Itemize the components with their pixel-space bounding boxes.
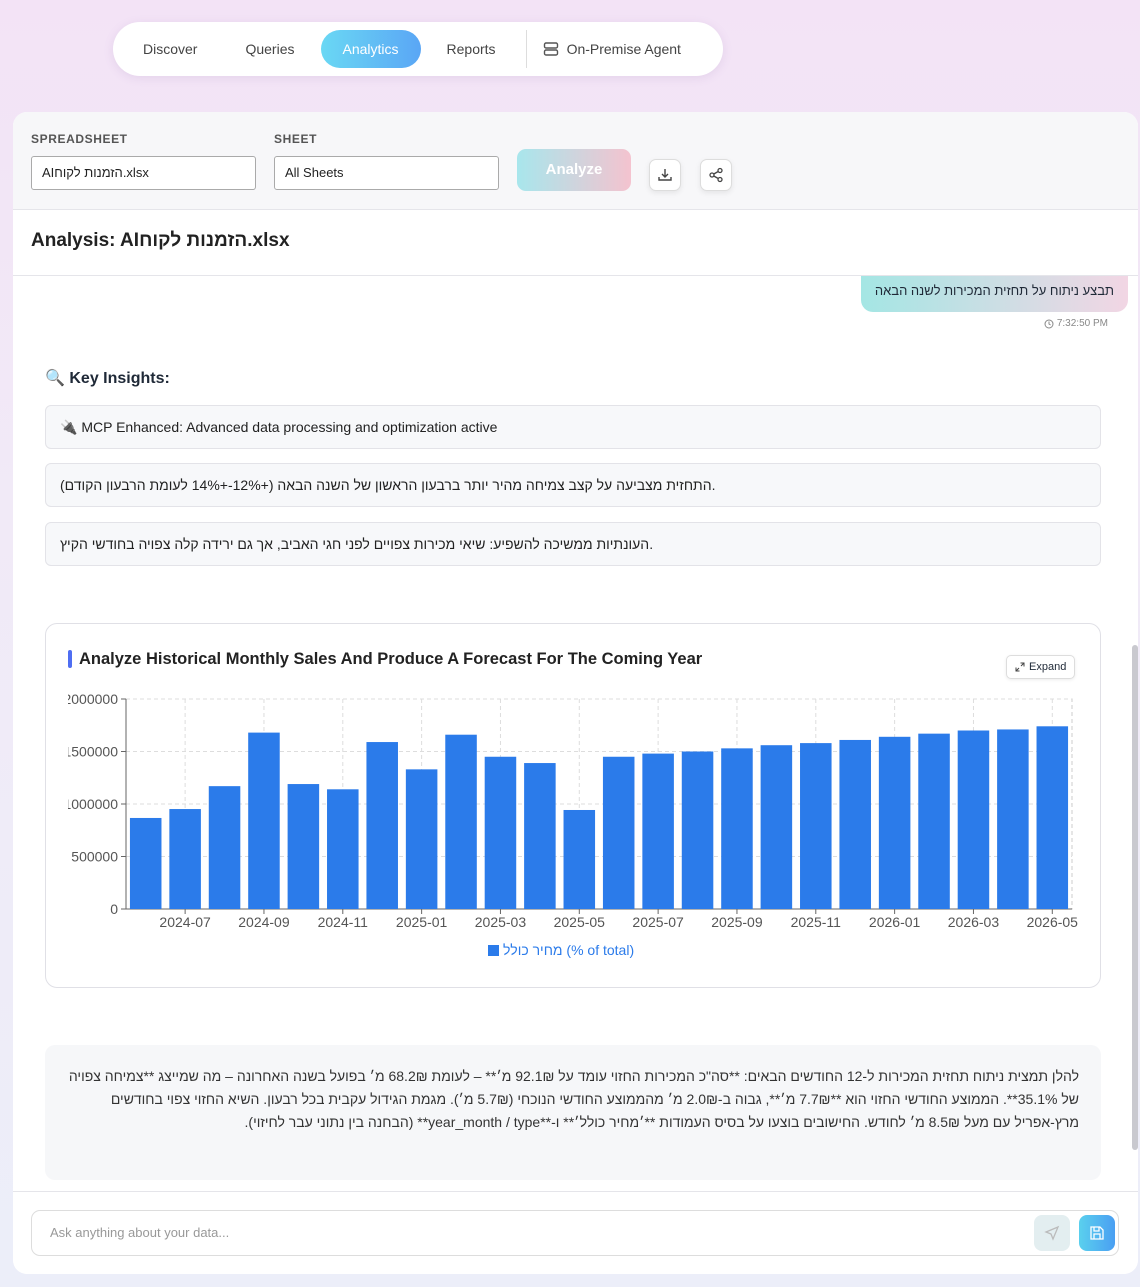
x-tick-label: 2024-11: [318, 914, 369, 930]
chart: 0 500000 1000000 1500000 2000000 2024-07 2024-…: [68, 691, 1079, 958]
bar: [524, 763, 556, 909]
expand-label: Expand: [1029, 661, 1067, 673]
message-time: 7:32:50 PM: [1044, 318, 1108, 329]
bar: [602, 756, 635, 909]
insights-heading: 🔍 Key Insights:: [45, 370, 170, 387]
bar: [445, 734, 477, 909]
nav-agent[interactable]: On-Premise Agent: [535, 41, 689, 57]
nav-item[interactable]: Discover: [143, 41, 198, 57]
y-tick-label: 500000: [71, 849, 118, 865]
nav-agent-label: On-Premise Agent: [566, 41, 681, 57]
bar: [484, 756, 517, 909]
insight: התחזית מצביעה על קצב צמיחה מהיר יותר ברב…: [45, 463, 1101, 507]
x-tick-label: 2026-01: [869, 914, 921, 930]
save-icon: [1090, 1226, 1104, 1240]
bar: [957, 730, 990, 909]
expand-icon: [1015, 662, 1025, 672]
y-tick-label: 1500000: [68, 744, 118, 760]
x-tick-label: 2025-11: [791, 914, 842, 930]
chart-title: Analyze Historical Monthly Sales And Pro…: [79, 650, 703, 668]
y-tick-label: 1000000: [68, 796, 118, 812]
x-tick-label: 2025-05: [554, 914, 606, 930]
x-tick-label: 2025-03: [475, 914, 527, 930]
user-message: תבצע ניתוח על תחזית המכירות לשנה הבאה: [860, 276, 1128, 312]
title-accent: [68, 650, 72, 668]
bar: [405, 769, 438, 909]
summary: להלן תמצית ניתוח תחזית המכירות ל-12 החוד…: [45, 1045, 1101, 1180]
bar: [1036, 726, 1069, 909]
input-bar: Ask anything about your data...: [13, 1191, 1138, 1274]
bar: [839, 739, 871, 909]
download-button[interactable]: [649, 159, 681, 191]
chart-card: Analyze Historical Monthly Sales And Pro…: [45, 623, 1101, 988]
bar: [878, 736, 911, 909]
share-button[interactable]: [700, 159, 732, 191]
bar: [918, 733, 950, 909]
legend-swatch: [488, 945, 499, 956]
bar: [366, 742, 398, 909]
bar: [248, 732, 280, 909]
legend-label: מחיר כולל (% of total): [503, 942, 634, 958]
nav-item[interactable]: Reports: [446, 41, 496, 57]
bar: [800, 743, 832, 909]
insight: העונתיות ממשיכה להשפיע: שיאי מכירות צפוי…: [45, 522, 1101, 566]
bar: [287, 784, 320, 909]
download-icon: [658, 169, 672, 181]
bar: [327, 789, 359, 909]
x-tick-label: 2026-03: [948, 914, 1000, 930]
chat-input[interactable]: Ask anything about your data...: [31, 1210, 1119, 1256]
nav-item[interactable]: Analytics: [320, 30, 421, 68]
bar: [129, 817, 162, 909]
share-icon: [709, 167, 723, 183]
analyze-button[interactable]: Analyze: [517, 149, 631, 191]
nav-item[interactable]: Queries: [245, 41, 295, 57]
bar: [681, 751, 714, 909]
bar: [997, 729, 1029, 909]
x-tick-label: 2024-07: [159, 914, 211, 930]
time-text: 7:32:50 PM: [1056, 318, 1108, 329]
separator: [525, 30, 527, 68]
controls: SPREADSHEET AIהזמנות לקוח.xlsx SHEET All…: [13, 112, 1138, 210]
nav-bar: Discover Queries Analytics Reports On-Pr…: [113, 22, 723, 76]
analysis-title: Analysis: AIהזמנות לקוח.xlsx: [13, 210, 1138, 276]
bar: [563, 809, 596, 909]
send-icon: [1044, 1225, 1060, 1241]
scrollbar: [1132, 645, 1138, 1150]
insight: 🔌 MCP Enhanced: Advanced data processing…: [45, 405, 1101, 449]
save-button[interactable]: [1079, 1215, 1115, 1251]
x-tick-label: 2026-05: [1027, 914, 1079, 930]
bar: [642, 753, 674, 909]
expand-button[interactable]: Expand: [1006, 655, 1076, 679]
bar: [169, 809, 201, 909]
x-tick-label: 2024-09: [238, 914, 290, 930]
sheet-select[interactable]: All Sheets: [274, 156, 499, 190]
spreadsheet-label: SPREADSHEET: [31, 132, 128, 146]
main-panel: SPREADSHEET AIהזמנות לקוח.xlsx SHEET All…: [13, 112, 1138, 1274]
spreadsheet-select[interactable]: AIהזמנות לקוח.xlsx: [31, 156, 256, 190]
bar: [721, 748, 753, 909]
sheet-label: SHEET: [274, 132, 318, 146]
clock-icon: [1044, 319, 1054, 328]
send-button[interactable]: [1034, 1215, 1070, 1251]
x-tick-label: 2025-07: [632, 914, 684, 930]
x-tick-label: 2025-09: [711, 914, 763, 930]
x-tick-label: 2025-01: [396, 914, 448, 930]
bar: [208, 786, 241, 909]
server-icon: [543, 42, 558, 56]
y-tick-label: 2000000: [68, 691, 118, 707]
bar: [760, 745, 793, 909]
y-tick-label: 0: [110, 901, 118, 917]
